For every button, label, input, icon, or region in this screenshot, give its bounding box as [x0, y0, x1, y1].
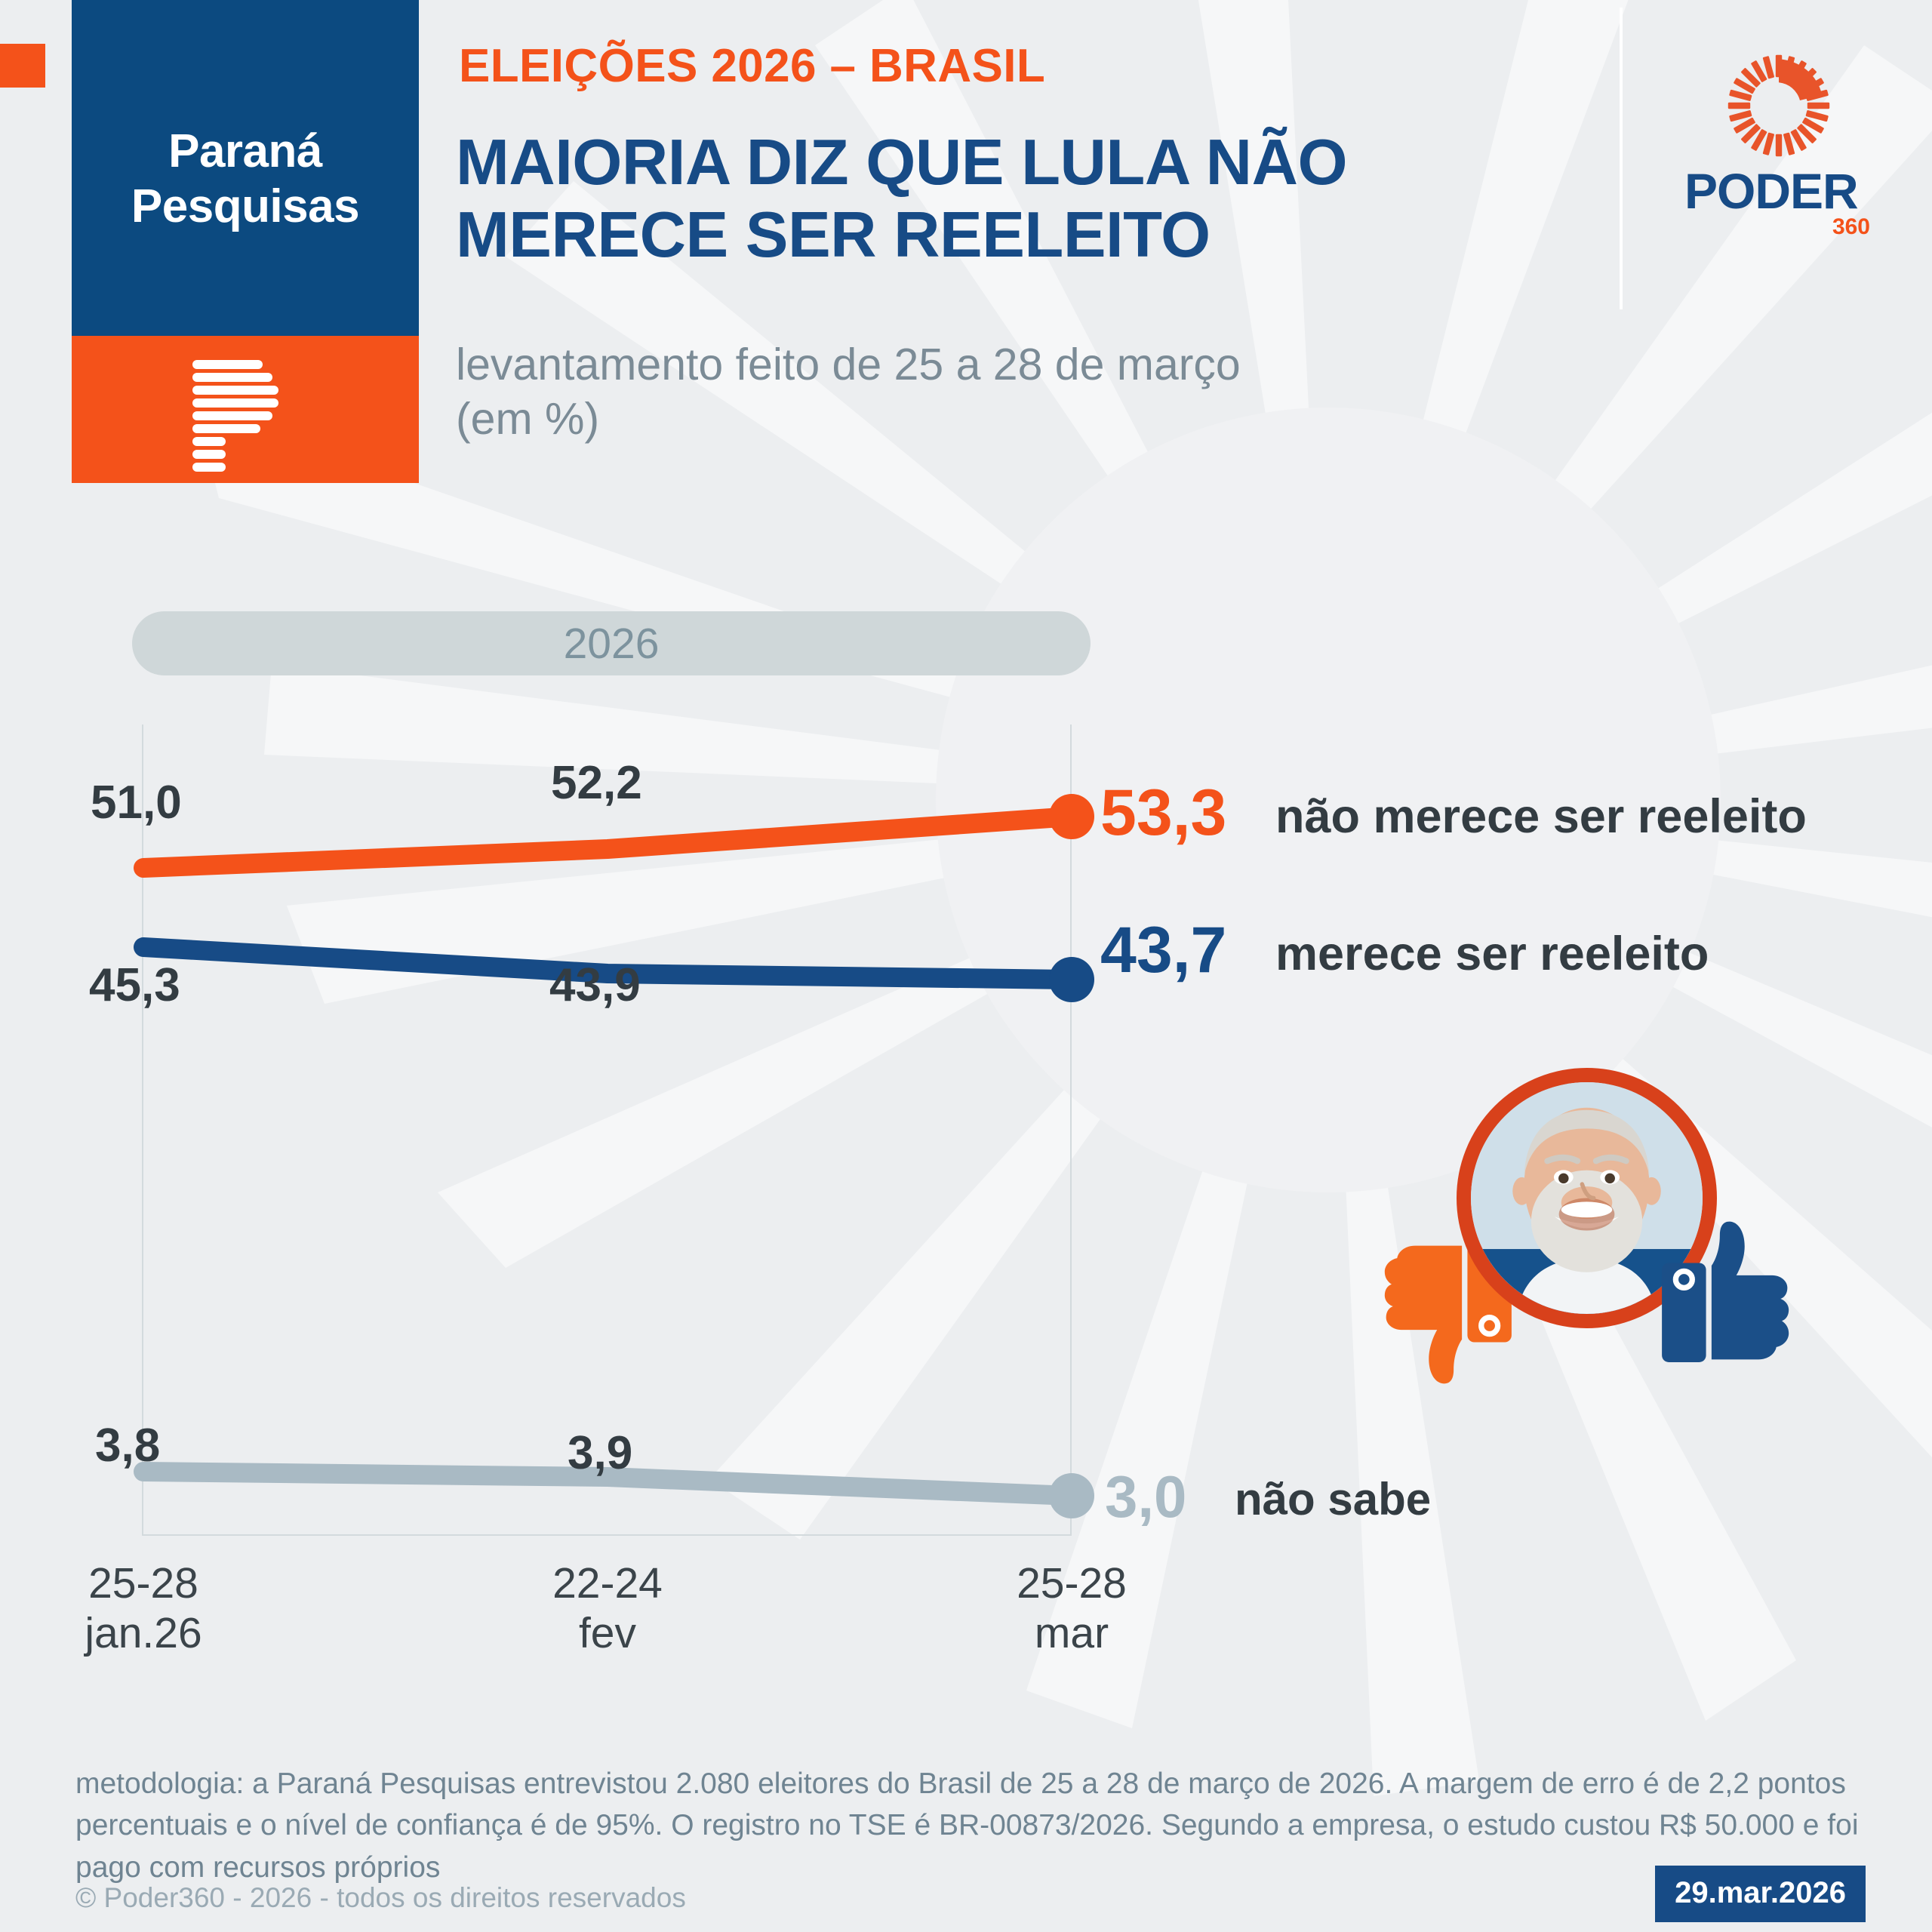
end-value-nao-sabe: 3,0 [1105, 1463, 1187, 1530]
subtitle-line-2: (em %) [456, 393, 600, 444]
x-tick-2: 25-28 mar [981, 1558, 1162, 1658]
end-value-merece: 43,7 [1100, 914, 1227, 986]
chart-plot-area [142, 724, 1072, 1536]
x-tick-0: 25-28 jan.26 [53, 1558, 234, 1658]
legend-label-nao-merece: não merece ser reeleito [1275, 790, 1807, 843]
poder360-wordmark: PODER 360 [1684, 166, 1873, 240]
data-label-orange-1: 52,2 [551, 757, 642, 809]
copyright-text: © Poder360 - 2026 - todos os direitos re… [75, 1882, 686, 1913]
methodology-text: metodologia: a Paraná Pesquisas entrevis… [75, 1767, 1859, 1884]
x-tick-1: 22-24 fev [517, 1558, 698, 1658]
x-axis: 25-28 jan.26 22-24 fev 25-28 mar [0, 1558, 1932, 1709]
corner-accent-square [0, 44, 45, 88]
data-label-grey-1: 3,9 [568, 1427, 633, 1479]
pollster-name-line1: Paraná [168, 125, 322, 177]
header-divider [1620, 8, 1623, 309]
pollster-name-line2: Pesquisas [131, 180, 360, 232]
data-label-blue-0: 45,3 [89, 959, 180, 1011]
year-band-label: 2026 [563, 619, 660, 668]
plot-frame-border [142, 724, 1072, 1536]
x-tick-0-top: 25-28 [88, 1559, 198, 1607]
parana-pesquisas-badge: Paraná Pesquisas [72, 0, 419, 483]
poder360-logo: PODER 360 [1684, 53, 1873, 240]
sunburst-icon [1727, 54, 1830, 157]
subtitle-text: levantamento feito de 25 a 28 de março (… [456, 338, 1241, 447]
data-label-blue-1: 43,9 [549, 959, 641, 1011]
parana-p-bars-icon [192, 358, 298, 472]
end-value-nao-merece: 53,3 [1100, 777, 1227, 849]
subtitle-line-1: levantamento feito de 25 a 28 de março [456, 340, 1241, 389]
pollster-logo-block [72, 336, 419, 483]
data-label-grey-0: 3,8 [95, 1420, 161, 1472]
page-title: MAIORIA DIZ QUE LULA NÃO MERECE SER REEL… [456, 127, 1348, 272]
x-tick-0-bottom: jan.26 [85, 1609, 202, 1658]
thumbs-up-icon [1662, 1221, 1789, 1362]
x-tick-1-bottom: fev [578, 1609, 637, 1658]
pollster-name-block: Paraná Pesquisas [72, 0, 419, 336]
x-tick-2-top: 25-28 [1017, 1559, 1127, 1607]
poder-text: PODER [1684, 163, 1859, 219]
year-band-2026: 2026 [132, 611, 1091, 675]
data-label-orange-0: 51,0 [91, 777, 182, 829]
legend-label-merece: merece ser reeleito [1275, 928, 1709, 980]
date-badge: 29.mar.2026 [1655, 1866, 1866, 1922]
x-tick-2-bottom: mar [1034, 1609, 1109, 1658]
kicker-text: ELEIÇÕES 2026 – BRASIL [459, 40, 1046, 92]
legend-label-nao-sabe: não sabe [1235, 1474, 1432, 1524]
candidate-illustration [1381, 1068, 1789, 1385]
x-tick-1-top: 22-24 [552, 1559, 663, 1607]
